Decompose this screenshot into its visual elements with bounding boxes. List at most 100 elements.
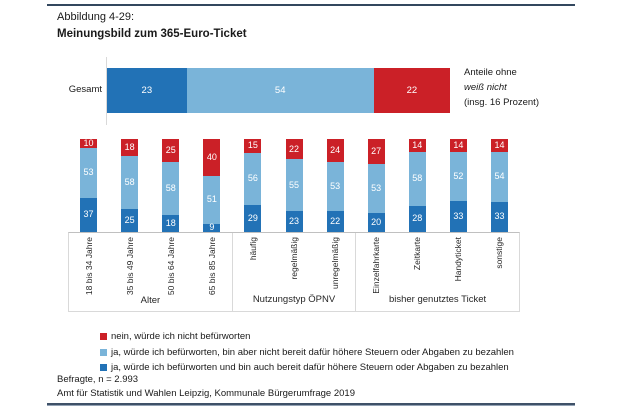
bar-cell: 14 52 33 (438, 139, 479, 232)
tick-cell: unregelmäßig (314, 233, 355, 294)
note-without-dont-know: Anteile ohne weiß nicht (insg. 16 Prozen… (464, 65, 539, 110)
bar-group: 10 53 37 18 58 25 25 58 18 40 51 9 (68, 138, 232, 232)
respondents-note: Befragte, n = 2.993 (57, 374, 139, 385)
stacked-bar: 14 52 33 (449, 139, 467, 232)
bar-segment: 18 (121, 139, 139, 156)
stacked-bar: 14 54 33 (490, 139, 508, 232)
legend-swatch (100, 333, 107, 341)
category-tick-label: 35 bis 49 Jahre (125, 237, 136, 296)
bar-segment: 53 (80, 148, 98, 198)
tick-cell: sonstige (478, 233, 519, 294)
tick-row: 18 bis 34 Jahre 35 bis 49 Jahre 50 bis 64 … (69, 233, 232, 295)
column-chart: 10 53 37 18 58 25 25 58 18 40 51 9 15 56 29 22 55 23 24 53 2… (68, 138, 520, 232)
bar-cell: 14 58 28 (397, 139, 438, 232)
bar-segment: 53 (367, 164, 385, 214)
bar-segment: 33 (490, 201, 508, 232)
stacked-bar: 40 51 9 (203, 139, 221, 232)
bar-segment: 29 (244, 205, 262, 232)
category-tick-label: 65 bis 85 Jahre (206, 237, 217, 296)
legend-swatch (100, 348, 107, 356)
tick-cell: häufig (233, 233, 274, 294)
label-group: häufig regelmäßig unregelmäßig Nutzungstyp … (233, 233, 357, 311)
tick-row: Einzelfahrkarte Zeitkarte Handyticket sonst… (356, 233, 519, 294)
bar-segment: 55 (285, 159, 303, 211)
gesamt-bar-segment: 22 (373, 68, 450, 113)
tick-cell: regelmäßig (274, 233, 315, 294)
axis-group-label: Alter (140, 295, 161, 307)
bar-segment: 15 (244, 139, 262, 153)
note-line-2: weiß nicht (464, 82, 507, 93)
category-label-box: 18 bis 34 Jahre 35 bis 49 Jahre 50 bis 64 … (68, 232, 520, 312)
bar-segment: 20 (367, 213, 385, 232)
bar-segment: 58 (121, 155, 139, 209)
bar-segment: 14 (449, 139, 467, 153)
figure-title: Meinungsbild zum 365-Euro-Ticket (57, 28, 247, 40)
bar-cell: 27 53 20 (356, 139, 397, 232)
bar-cell: 40 51 9 (191, 139, 232, 232)
bar-segment: 10 (80, 138, 98, 149)
category-tick-label: regelmäßig (289, 237, 299, 280)
bar-segment: 28 (408, 205, 426, 232)
top-rule (47, 4, 575, 6)
bar-segment: 18 (162, 215, 180, 232)
category-tick-label: häufig (248, 237, 259, 261)
bar-segment: 22 (285, 139, 303, 160)
tick-cell: 50 bis 64 Jahre (150, 233, 191, 295)
stacked-bar: 25 58 18 (162, 139, 180, 232)
bar-segment: 37 (80, 197, 98, 232)
legend-label: ja, würde ich befürworten, bin aber nich… (111, 346, 514, 358)
bar-segment: 27 (367, 139, 385, 165)
bar-segment: 54 (490, 151, 508, 202)
note-line-3: (insg. 16 Prozent) (464, 97, 539, 108)
gesamt-bar-segment: 54 (186, 68, 374, 113)
axis-group-label: Nutzungstyp ÖPNV (252, 294, 336, 305)
tick-cell: Handyticket (438, 233, 479, 294)
gesamt-stacked-bar: 23 54 22 (107, 68, 450, 113)
gesamt-axis-line (106, 57, 107, 125)
bar-segment: 53 (326, 161, 344, 212)
stacked-bar: 24 53 22 (326, 139, 344, 232)
tick-cell: Einzelfahrkarte (356, 233, 397, 294)
bar-segment: 23 (285, 210, 303, 232)
category-tick-label: Zeitkarte (412, 237, 423, 271)
bar-cell: 18 58 25 (109, 139, 150, 232)
category-tick-label: Einzelfahrkarte (371, 237, 382, 294)
stacked-bar: 22 55 23 (285, 139, 303, 232)
bar-cell: 25 58 18 (150, 139, 191, 232)
legend-item: nein, würde ich nicht befürworten (100, 329, 514, 345)
stacked-bar: 15 56 29 (244, 139, 262, 232)
bar-segment: 14 (408, 139, 426, 153)
bar-segment: 58 (162, 162, 180, 216)
bar-cell: 24 53 22 (315, 139, 356, 232)
category-tick-label: 50 bis 64 Jahre (165, 237, 176, 296)
tick-cell: 65 bis 85 Jahre (191, 233, 232, 295)
bar-segment: 51 (203, 176, 221, 224)
figure-number: Abbildung 4-29: (57, 11, 135, 23)
bottom-rule (47, 403, 575, 405)
bottom-rule-shadow (47, 405, 575, 406)
legend-swatch (100, 364, 107, 372)
axis-group-label: bisher genutztes Ticket (388, 294, 487, 305)
gesamt-bar-segment: 23 (107, 68, 187, 113)
bar-cell: 14 54 33 (479, 139, 520, 232)
category-tick-label: sonstige (493, 237, 504, 269)
label-group: Einzelfahrkarte Zeitkarte Handyticket sonst… (356, 233, 519, 311)
tick-cell: 18 bis 34 Jahre (69, 233, 110, 295)
source-note: Amt für Statistik und Wahlen Leipzig, Ko… (57, 388, 355, 399)
bar-segment: 25 (121, 208, 139, 232)
stacked-bar: 14 58 28 (408, 139, 426, 232)
bar-group: 27 53 20 14 58 28 14 52 33 14 54 33 (356, 139, 520, 232)
bar-segment: 52 (449, 152, 467, 201)
bar-cell: 22 55 23 (273, 139, 314, 232)
bar-segment: 9 (203, 223, 221, 232)
category-tick-label: 18 bis 34 Jahre (84, 237, 95, 296)
note-line-1: Anteile ohne (464, 67, 517, 78)
tick-cell: 35 bis 49 Jahre (110, 233, 151, 295)
bar-group: 15 56 29 22 55 23 24 53 22 (232, 139, 355, 232)
bar-segment: 56 (244, 152, 262, 206)
stacked-bar: 27 53 20 (367, 139, 385, 232)
bar-segment: 22 (326, 211, 344, 232)
bar-cell: 15 56 29 (232, 139, 273, 232)
bar-cell: 10 53 37 (68, 138, 109, 232)
legend: nein, würde ich nicht befürworten ja, wür… (100, 329, 514, 376)
